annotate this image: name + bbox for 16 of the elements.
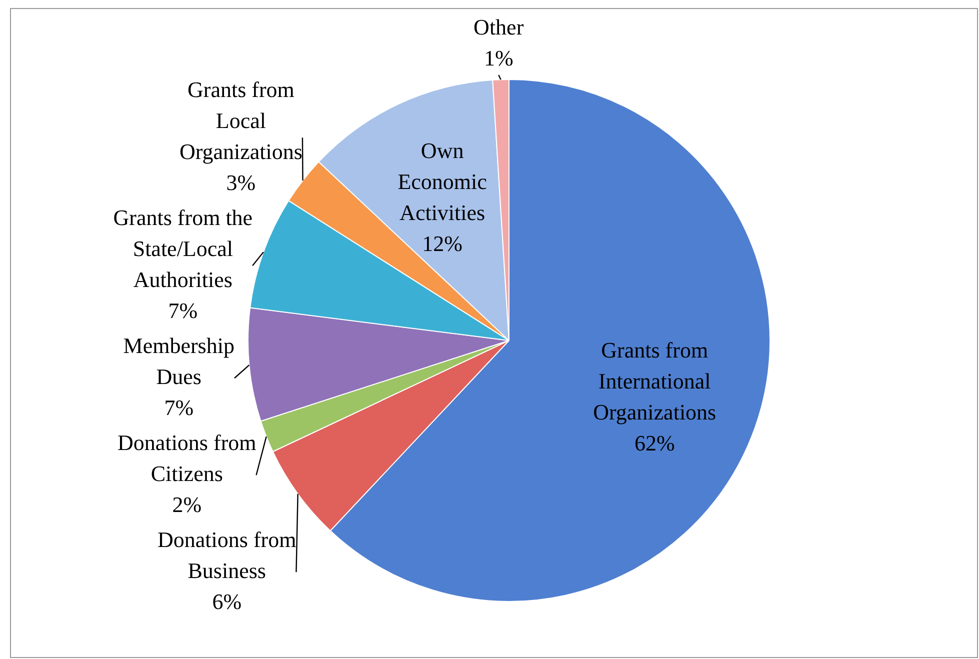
data-label: 7%	[164, 394, 194, 420]
data-label: 1%	[484, 45, 514, 70]
slice-label: Grants from Local Organizations	[179, 76, 302, 164]
data-label: 3%	[226, 170, 256, 195]
slice-label: Donations from Business	[158, 526, 296, 583]
slice-label: Other	[474, 14, 524, 40]
slice-label: Grants from the State/Local Authorities	[113, 204, 253, 292]
slice-label: Grants from International Organizations	[593, 337, 716, 424]
data-label: 7%	[168, 298, 198, 323]
data-label: 6%	[212, 588, 242, 614]
slice-label: Membership Dues	[123, 332, 234, 389]
slice-label: Donations from Citizens	[118, 430, 256, 486]
data-label: 62%	[634, 430, 675, 456]
slice-label: Own Economic Activities	[398, 138, 488, 226]
data-label: 2%	[172, 492, 202, 517]
data-label: 12%	[422, 231, 462, 256]
